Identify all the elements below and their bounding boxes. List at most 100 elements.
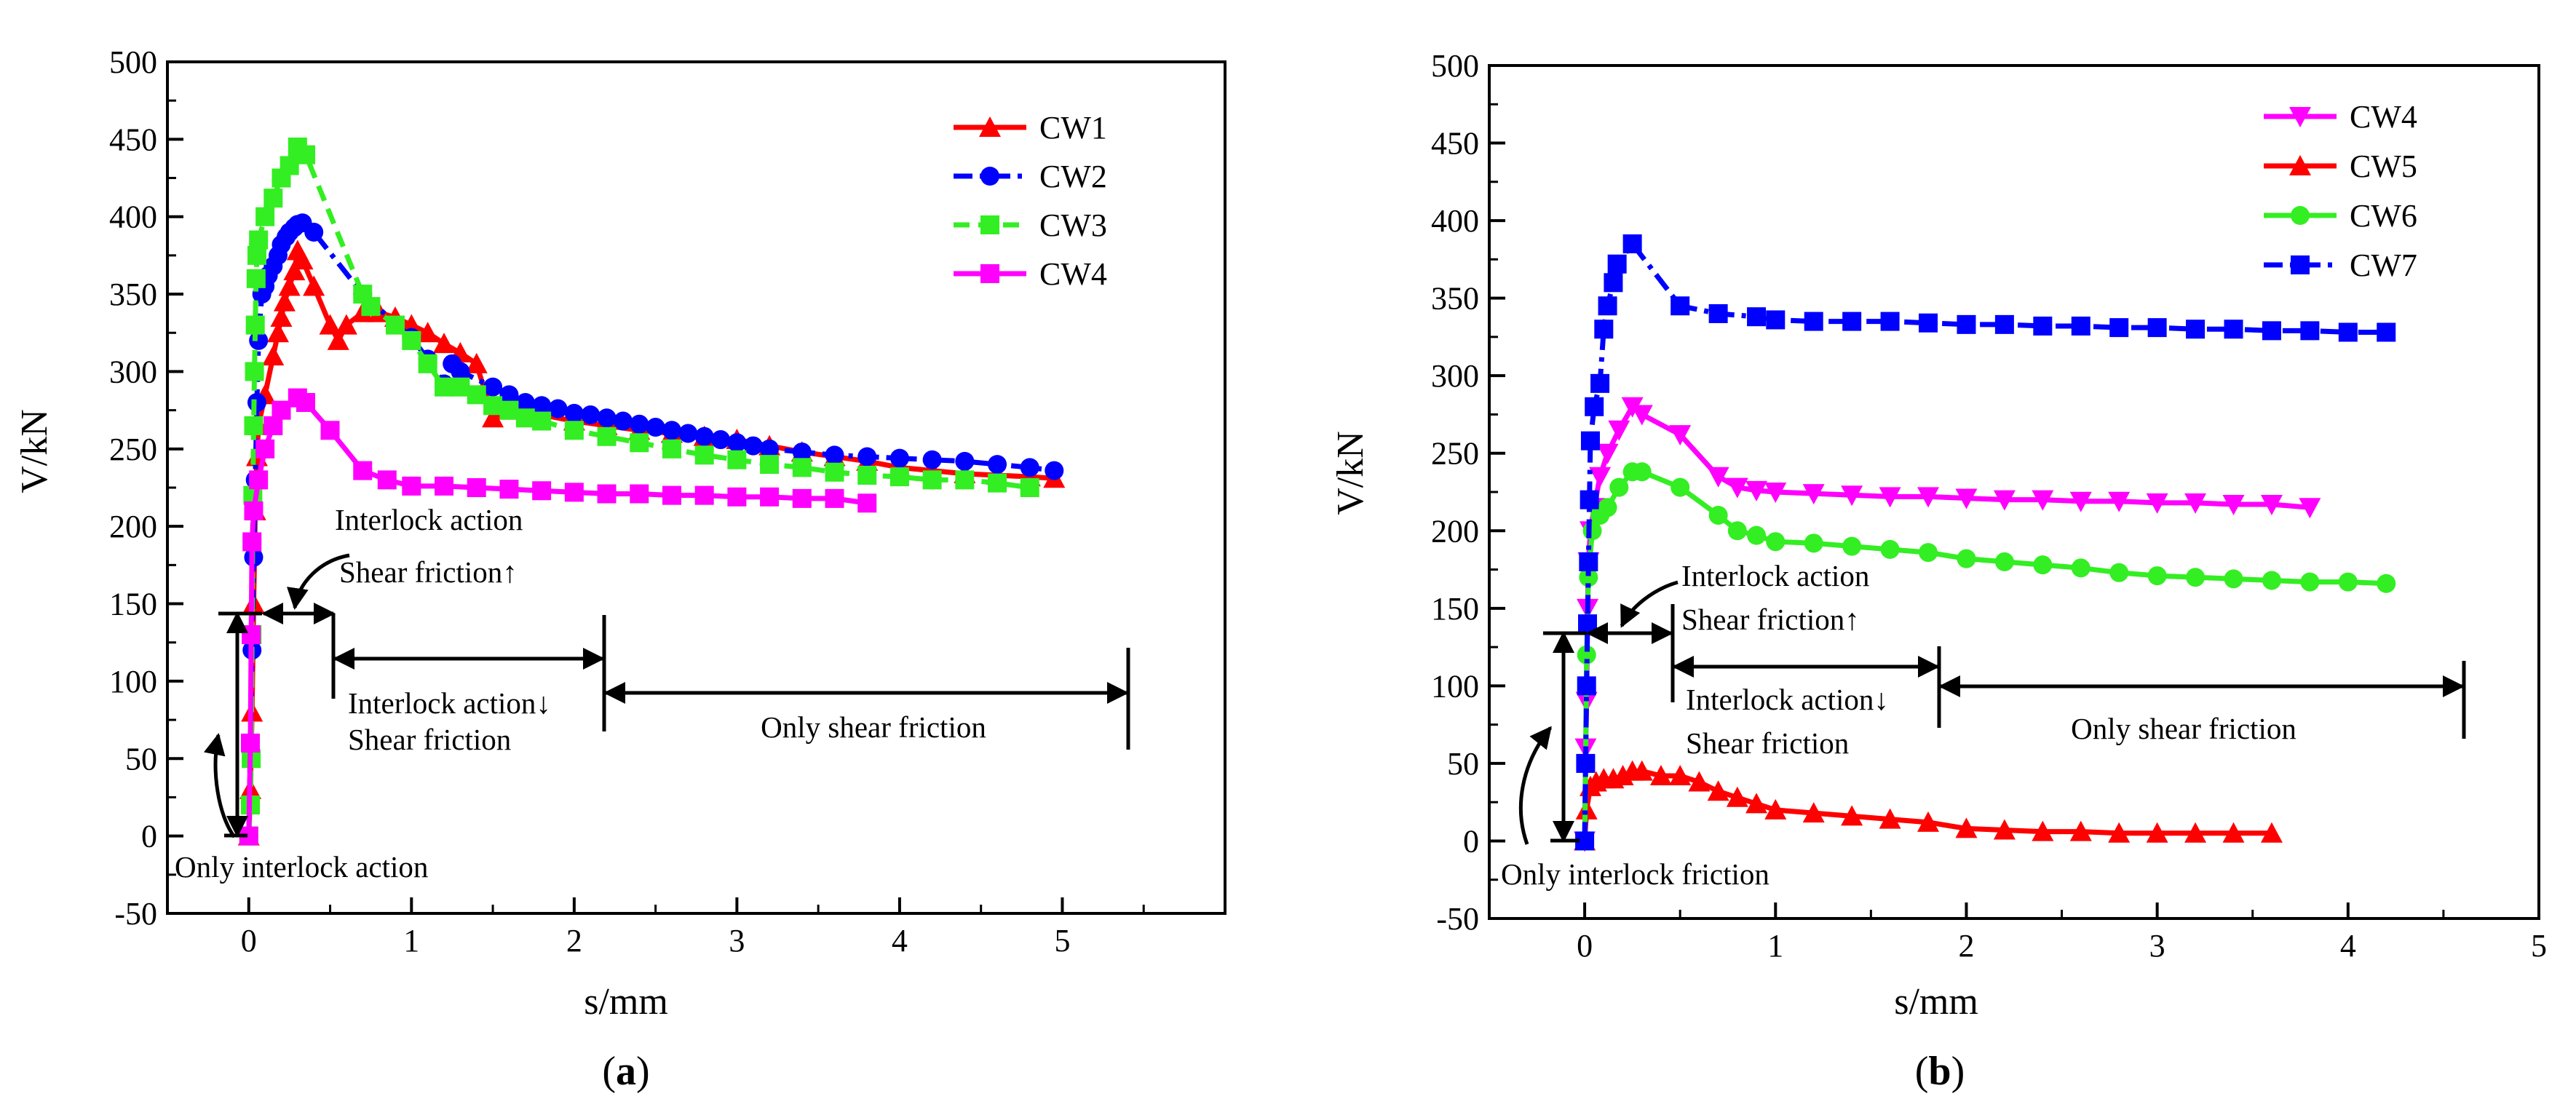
data-point-a-cw4-19 xyxy=(564,483,584,502)
data-point-a-cw1-8 xyxy=(262,345,285,366)
panel-label-b: (b) xyxy=(1915,1049,1965,1094)
data-point-b-cw6-18 xyxy=(1919,543,1938,563)
y-tick-label-b-1: 0 xyxy=(1463,823,1479,859)
annotations-a: Only interlock action Interlock action S… xyxy=(175,503,1130,884)
data-point-a-cw3-29 xyxy=(564,421,584,440)
data-point-b-cw6-3 xyxy=(1579,568,1598,587)
y-axis-label-a: V/kN xyxy=(14,409,55,493)
data-point-b-cw7-26 xyxy=(2109,318,2129,338)
data-point-a-cw3-14 xyxy=(280,156,299,175)
data-point-a-cw1-18 xyxy=(327,329,349,350)
data-point-b-cw4-20 xyxy=(1917,487,1940,508)
data-point-a-cw2-41 xyxy=(743,436,763,456)
data-point-a-cw3-42 xyxy=(988,473,1007,493)
series-a-cw4 xyxy=(239,388,877,846)
panel-label-a-close: ) xyxy=(636,1049,650,1094)
data-point-a-cw2-44 xyxy=(825,445,844,465)
zone2-label-line2-a: Shear friction↑ xyxy=(339,555,518,589)
data-point-a-cw3-34 xyxy=(727,450,747,469)
series-b-cw5 xyxy=(1574,760,2283,851)
x-tick-label-a-2: 2 xyxy=(566,923,582,959)
y-tick-label-a-4: 150 xyxy=(109,587,157,622)
data-point-b-cw6-17 xyxy=(1880,539,1900,559)
data-point-a-cw4-12 xyxy=(353,461,373,480)
data-point-b-cw6-13 xyxy=(1747,525,1767,545)
data-point-b-cw5-11 xyxy=(1688,771,1711,792)
x-axis-label-b: s/mm xyxy=(1894,981,1978,1023)
data-point-a-cw3-12 xyxy=(263,189,283,208)
data-point-b-cw4-21 xyxy=(1955,488,1978,509)
data-point-a-cw4-25 xyxy=(760,487,780,507)
data-point-b-cw6-9 xyxy=(1632,462,1652,482)
data-point-a-cw3-43 xyxy=(1020,478,1039,497)
data-point-a-cw4-26 xyxy=(792,488,812,508)
data-point-b-cw6-7 xyxy=(1609,477,1629,497)
data-point-a-cw2-30 xyxy=(564,403,584,423)
data-point-a-cw1-10 xyxy=(270,306,293,327)
data-point-a-cw3-6 xyxy=(245,362,264,381)
data-point-b-cw7-2 xyxy=(1577,676,1596,696)
panel-label-a-letter: a xyxy=(616,1049,636,1094)
data-point-a-cw1-17 xyxy=(319,314,341,335)
data-point-b-cw5-26 xyxy=(2184,822,2207,843)
y-tick-label-a-7: 300 xyxy=(109,354,157,389)
data-point-b-cw4-7 xyxy=(1589,467,1612,488)
y-tick-label-b-7: 300 xyxy=(1431,358,1479,394)
data-point-a-cw4-23 xyxy=(694,485,714,505)
zone1-label-a: Only interlock action xyxy=(175,850,428,884)
legend-label-a-cw3: CW3 xyxy=(1039,207,1107,243)
data-point-a-cw3-23 xyxy=(451,377,470,397)
y-tick-label-b-4: 150 xyxy=(1431,591,1479,627)
data-point-b-cw4-15 xyxy=(1745,480,1768,501)
data-point-b-cw6-15 xyxy=(1804,533,1823,553)
data-point-b-cw6-10 xyxy=(1671,477,1690,497)
data-point-a-cw3-10 xyxy=(249,230,269,250)
data-point-a-cw3-20 xyxy=(402,330,421,350)
data-point-b-cw4-12 xyxy=(1669,425,1692,446)
data-point-a-cw2-29 xyxy=(548,399,568,418)
data-point-a-cw4-18 xyxy=(532,481,552,501)
data-point-a-cw4-11 xyxy=(320,421,340,440)
data-point-a-cw3-19 xyxy=(385,315,405,335)
plot-area-b: -50 0 50 100 150 200 250 300 350 400 450 500 0 1 2 3 4 5 C… xyxy=(1431,48,2547,964)
data-point-a-cw3-7 xyxy=(245,315,265,335)
data-point-b-cw4-25 xyxy=(2108,491,2131,512)
data-point-b-cw7-4 xyxy=(1579,552,1598,571)
data-point-a-cw4-3 xyxy=(242,532,262,552)
data-point-a-cw4-2 xyxy=(242,625,261,645)
y-tick-label-a-2: 50 xyxy=(125,741,157,777)
data-point-a-cw2-26 xyxy=(499,385,519,405)
zone2-label-line2-b: Shear friction↑ xyxy=(1681,603,1860,636)
data-point-a-cw2-48 xyxy=(955,451,975,471)
data-point-a-cw2-50 xyxy=(1020,458,1039,477)
panel-label-b-close: ) xyxy=(1951,1049,1965,1094)
data-point-b-cw7-33 xyxy=(2377,322,2396,342)
data-point-a-cw1-12 xyxy=(278,275,301,296)
data-point-b-cw4-9 xyxy=(1608,420,1630,441)
legend-marker-b-cw6 xyxy=(2291,206,2310,225)
data-point-b-cw5-20 xyxy=(1955,817,1978,838)
y-tick-label-b-5: 200 xyxy=(1431,513,1479,549)
chart-panel-b: -50 0 50 100 150 200 250 300 350 400 450 500 0 1 2 3 4 5 C… xyxy=(1330,48,2547,1094)
x-tick-label-a-5: 5 xyxy=(1054,923,1070,959)
data-point-a-cw1-25 xyxy=(433,333,456,354)
data-point-b-cw7-27 xyxy=(2147,318,2167,338)
data-point-b-cw7-14 xyxy=(1671,296,1690,316)
data-point-b-cw4-17 xyxy=(1802,484,1825,505)
zone2-label-line1-b: Interlock action xyxy=(1681,559,1869,592)
data-point-b-cw7-29 xyxy=(2224,320,2243,339)
x-tick-label-a-3: 3 xyxy=(729,923,745,959)
data-point-b-cw7-15 xyxy=(1708,303,1728,323)
data-point-a-cw2-33 xyxy=(613,411,633,431)
data-point-b-cw4-24 xyxy=(2069,491,2092,512)
data-point-b-cw7-24 xyxy=(2033,316,2053,336)
data-point-b-cw5-19 xyxy=(1917,811,1940,832)
y-tick-label-b-6: 250 xyxy=(1431,436,1479,472)
zone3-label-line1-b: Interlock action↓ xyxy=(1686,683,1889,716)
series-line-b-cw7 xyxy=(1582,241,2387,841)
data-point-a-cw4-14 xyxy=(402,476,421,496)
data-point-b-cw6-21 xyxy=(2033,555,2053,575)
data-point-b-cw4-22 xyxy=(1993,490,2016,511)
data-point-b-cw5-22 xyxy=(2032,820,2054,841)
